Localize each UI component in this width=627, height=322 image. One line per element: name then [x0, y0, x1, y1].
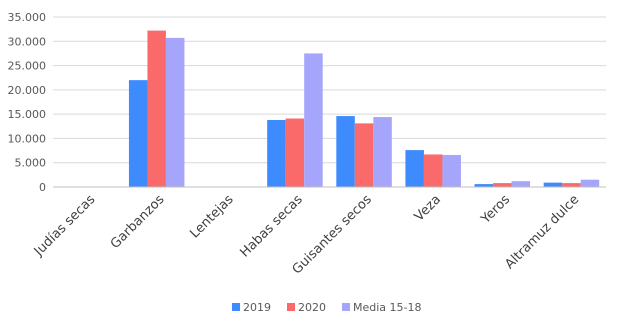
- x-tick-label: Altramuz dulce: [502, 192, 582, 272]
- x-tick-label: Veza: [412, 192, 444, 224]
- bar-2019: [543, 182, 563, 187]
- x-tick-label: Judías secas: [31, 192, 99, 260]
- bar-2019: [267, 119, 286, 187]
- x-tick-label: Yeros: [478, 192, 514, 228]
- x-tick-label: Garbanzos: [108, 192, 168, 252]
- bar-2020: [285, 118, 305, 187]
- bar-2019: [474, 184, 494, 187]
- bar-media-15-18: [442, 154, 461, 187]
- bar-2019: [405, 150, 424, 187]
- bar-2020: [354, 123, 374, 187]
- legend-label: Media 15-18: [353, 301, 422, 314]
- legend: 2019 2020 Media 15-18: [232, 301, 422, 314]
- legend-label: 2019: [243, 301, 271, 314]
- bars: [59, 30, 600, 188]
- bar-2020: [147, 30, 166, 187]
- legend-swatch: [232, 303, 240, 311]
- x-tick-label: Habas secas: [238, 192, 306, 260]
- legend-swatch: [287, 303, 295, 311]
- x-tick-label: Lentejas: [187, 192, 236, 241]
- bar-2019: [128, 80, 148, 187]
- y-tick-label: 15.000: [8, 108, 47, 121]
- bar-2020: [423, 154, 443, 187]
- bar-media-15-18: [304, 53, 323, 188]
- bar-2020: [493, 183, 512, 187]
- bar-media-15-18: [580, 179, 600, 187]
- bar-media-15-18: [373, 117, 392, 187]
- legend-label: 2020: [298, 301, 326, 314]
- y-tick-label: 20.000: [8, 84, 47, 97]
- bar-media-15-18: [165, 37, 185, 187]
- y-tick-label: 25.000: [8, 60, 47, 73]
- bar-2019: [336, 116, 355, 187]
- bar-2020: [562, 183, 581, 187]
- y-tick-label: 30.000: [8, 35, 47, 48]
- y-tick-label: 35.000: [8, 11, 47, 24]
- y-tick-label: 5.000: [15, 157, 47, 170]
- y-tick-label: 10.000: [8, 132, 47, 145]
- bar-media-15-18: [511, 181, 531, 187]
- legend-swatch: [342, 303, 350, 311]
- y-tick-label: 0: [39, 181, 46, 194]
